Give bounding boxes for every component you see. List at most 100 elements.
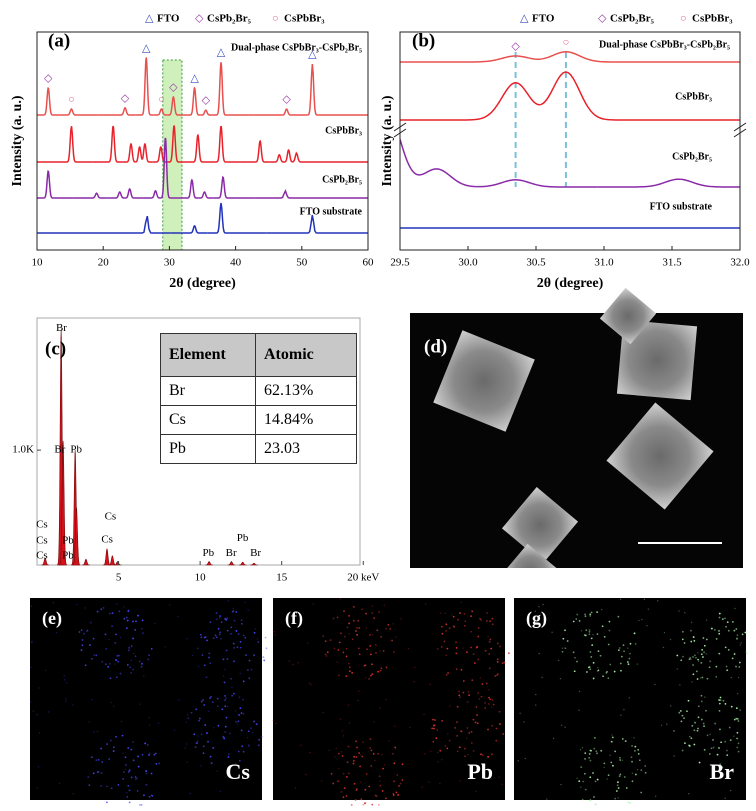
map-dot — [200, 636, 203, 639]
map-dot — [739, 644, 741, 646]
map-dot — [582, 780, 585, 783]
peak-marker: ◇ — [282, 94, 291, 106]
map-dot — [588, 629, 591, 631]
map-dot — [377, 670, 379, 673]
map-dot — [370, 749, 373, 752]
map-dot — [326, 651, 329, 654]
map-dot — [634, 773, 637, 776]
map-dot — [619, 598, 622, 601]
x-tick-label: 30.5 — [526, 257, 546, 269]
map-dot — [421, 786, 423, 788]
map-dot — [264, 636, 267, 639]
map-dot — [593, 736, 596, 739]
peak — [207, 202, 267, 234]
map-dot — [356, 627, 358, 629]
map-dot — [141, 662, 143, 665]
map-dot — [95, 759, 98, 762]
map-dot — [362, 741, 364, 744]
map-dot — [552, 737, 555, 740]
map-dot — [247, 730, 250, 733]
map-dot — [219, 615, 222, 617]
map-dot — [338, 768, 340, 770]
map-dot — [250, 727, 252, 730]
map-dot — [376, 629, 379, 632]
map-dot — [535, 704, 537, 706]
map-dot — [724, 646, 727, 649]
map-dot — [592, 661, 595, 664]
map-dot — [111, 612, 114, 614]
cube — [599, 287, 657, 345]
map-dot — [236, 723, 239, 725]
map-dot — [48, 711, 50, 713]
peak — [160, 137, 179, 199]
peak — [59, 107, 99, 116]
map-dot — [369, 747, 372, 749]
map-dot — [227, 756, 230, 758]
map-dot — [611, 741, 614, 743]
series-label: CsPb₂Br₅ — [672, 151, 712, 162]
map-dot — [237, 633, 240, 636]
map-dot — [396, 774, 399, 776]
map-dot — [688, 658, 691, 661]
map-dot — [715, 675, 718, 678]
map-dot — [209, 621, 212, 624]
map-dot — [115, 633, 117, 636]
peak-marker: ○ — [68, 94, 75, 106]
map-dot — [226, 617, 229, 620]
map-dot — [383, 764, 386, 766]
map-dot — [637, 748, 640, 751]
map-dot — [498, 710, 501, 713]
map-dot — [89, 621, 92, 624]
map-dot — [245, 654, 247, 657]
x-axis-label: 2θ (degree) — [169, 276, 236, 291]
peak-marker: ○ — [158, 94, 165, 106]
legend-symbol: △ — [145, 13, 154, 25]
map-dot — [480, 618, 482, 621]
map-dot — [690, 629, 692, 632]
map-dot — [371, 612, 374, 615]
map-dot — [596, 752, 598, 755]
map-dot — [477, 658, 480, 661]
map-dot — [128, 801, 131, 804]
map-dot — [519, 712, 521, 714]
map-dot — [38, 732, 41, 734]
map-dot — [611, 734, 613, 736]
map-dot — [129, 666, 132, 669]
map-dot — [640, 769, 643, 772]
map-dot — [55, 631, 58, 634]
map-dot — [463, 624, 466, 627]
sem-image: (d) — [410, 287, 743, 601]
map-dot — [495, 727, 498, 730]
map-dot — [589, 651, 592, 653]
map-dot — [275, 722, 277, 725]
map-dot — [132, 637, 134, 640]
eds-table: Element Atomic Br 62.13% Cs 14.84% Pb 23.03 — [160, 333, 357, 464]
peak-label: Cs — [36, 518, 48, 530]
x-tick-label: 20 — [98, 257, 110, 269]
map-dot — [498, 776, 500, 779]
map-dot — [736, 638, 738, 641]
map-dot — [588, 666, 591, 668]
map-dot — [697, 705, 700, 708]
map-dot — [83, 632, 85, 635]
map-dot — [148, 795, 151, 798]
peak — [124, 188, 143, 199]
map-dot — [95, 654, 98, 657]
map-dot — [693, 729, 696, 732]
map-dot — [573, 670, 576, 673]
map-dot — [718, 747, 720, 749]
map-dot — [486, 756, 489, 758]
map-dot — [462, 647, 464, 649]
map-dot — [242, 634, 245, 637]
map-dot — [702, 722, 705, 725]
map-dot — [621, 759, 624, 762]
map-dot — [673, 730, 675, 732]
peak-label: Pb — [62, 549, 74, 561]
legend-symbol: ○ — [272, 13, 279, 25]
map-dot — [362, 803, 365, 806]
map-dot — [66, 682, 68, 684]
map-dot — [676, 668, 678, 670]
peak — [167, 95, 184, 116]
map-dot — [144, 742, 147, 745]
map-dot — [209, 697, 211, 700]
